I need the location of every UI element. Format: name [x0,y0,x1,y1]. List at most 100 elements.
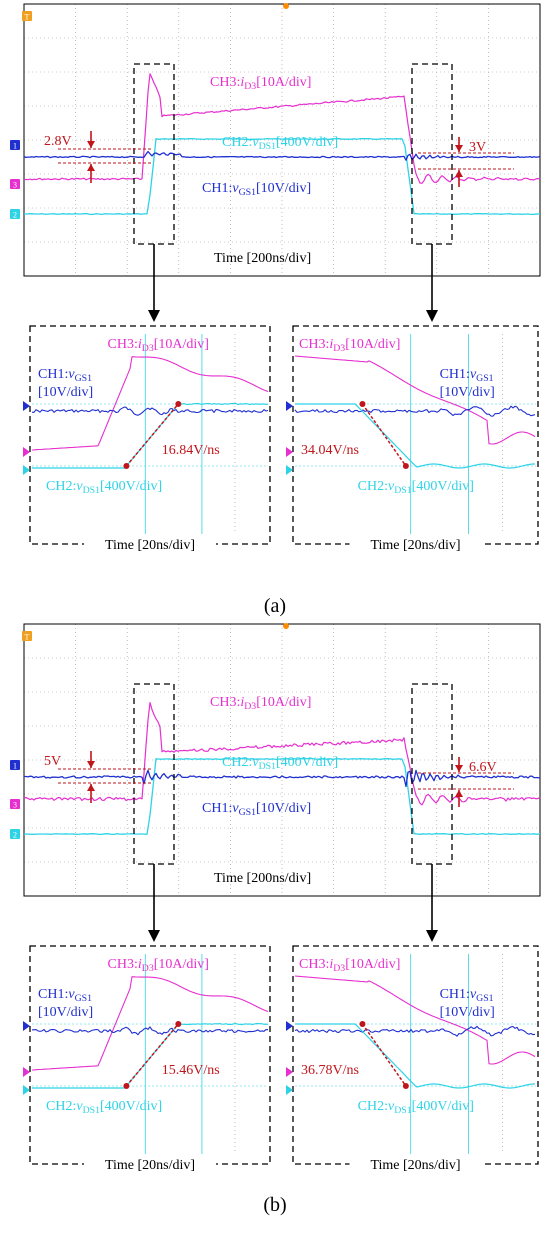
ch2-trace [32,402,269,469]
ch3-trace [31,976,269,1071]
left-arrow-up-head [87,784,95,791]
ch3-trace [23,702,541,806]
scope-border [23,623,541,897]
zoom-turn-off-1: 36.78V/ns CH3:iD3[10A/div] CH1:vGS1[10V/di… [286,945,539,1173]
slope-point [402,463,409,469]
ch3-marker-icon [286,447,293,457]
ch2-marker-icon [23,465,30,475]
slope-label: 34.04V/ns [301,443,359,458]
right-arrow-down-head [455,765,463,772]
svg-text:2: 2 [13,831,17,840]
panel-a-label: (a) [263,595,287,617]
zoom-border [29,945,271,1165]
ch3-trace [23,73,541,184]
ch2-label: CH2:vDS1[400V/div] [222,755,338,772]
time-scale-label: Time [200ns/div] [214,251,311,266]
time-scale-label: Time [20ns/div] [370,538,460,553]
svg-text:1: 1 [13,142,17,151]
ch1-marker-icon [286,401,293,411]
ch1-marker-icon [286,1021,293,1031]
slope-point [359,401,366,407]
ch3-label: CH3:iD3[10A/div] [210,695,311,712]
slope-line [125,1023,179,1087]
ch2-trace [295,1023,535,1089]
ch3-label: CH3:iD3[10A/div] [108,337,209,354]
slope-point [359,1021,366,1027]
ch2-marker-icon [23,1085,30,1095]
ch2-label: CH2:vDS1[400V/div] [222,135,338,152]
zoom-turn-on-1: 15.46V/ns CH3:iD3[10A/div] CH1:vGS1[10V/di… [23,945,271,1173]
ch3-marker-icon [23,1067,30,1077]
ch1-scale-label: [10V/div] [440,385,495,400]
svg-text:T: T [25,633,30,642]
ch3-marker-icon [286,1067,293,1077]
ch1-label: CH1:vGS1 [38,987,92,1004]
ch2-label: CH2:vDS1[400V/div] [358,479,474,496]
ch1-scale-label: [10V/div] [38,385,93,400]
ch1-marker-icon [10,760,20,770]
ch2-marker-icon [10,209,20,219]
left-annotation: 5V [44,754,61,769]
right-arrow-down-head [455,145,463,152]
ch2-marker-icon [286,1085,293,1095]
ch2-trace [23,757,541,836]
ch1-trace [24,769,541,788]
left-arrow-down-head [87,761,95,768]
ch3-label: CH3:iD3[10A/div] [299,957,400,974]
ch3-trace [31,356,269,451]
zoom-arrow-left-head [148,310,160,322]
zoom-border [29,325,271,545]
zoom-arrow-left-head [148,930,160,942]
svg-text:3: 3 [13,181,17,190]
ch1-marker-icon [23,1021,30,1031]
svg-text:2: 2 [13,211,17,220]
ch2-label: CH2:vDS1[400V/div] [46,1099,162,1116]
ch3-marker-icon [23,447,30,457]
ch1-scale-label: [10V/div] [440,1005,495,1020]
panel-b-label: (b) [263,1194,287,1216]
trigger-marker-icon [283,3,289,9]
ch1-marker-icon [23,401,30,411]
label-backdrop [349,536,482,552]
ch1-scale-label: [10V/div] [38,1005,93,1020]
ch1-label: CH1:vGS1 [440,987,494,1004]
left-arrow-up-head [87,164,95,171]
zoom-turn-off-0: 34.04V/ns CH3:iD3[10A/div] CH1:vGS1[10V/di… [286,325,539,553]
ch1-label: CH1:vGS1 [38,367,92,384]
svg-text:1: 1 [13,762,17,771]
svg-text:T: T [25,13,30,22]
zoom-arrow-right-head [426,310,438,322]
slope-point [402,1083,409,1089]
ch2-trace [295,403,535,469]
slope-point [175,401,182,407]
left-arrow-down-head [87,141,95,148]
ch2-trace [32,1022,269,1089]
slope-point [123,1083,130,1089]
ch3-trace [294,975,536,1065]
right-arrow-up-head [455,790,463,797]
slope-label: 15.46V/ns [162,1063,220,1078]
time-scale-label: Time [20ns/div] [105,1158,195,1173]
slope-point [175,1021,182,1027]
label-backdrop [84,536,216,552]
ch3-label: CH3:iD3[10A/div] [210,75,311,92]
right-annotation: 6.6V [469,760,497,775]
ch2-trace [24,137,541,216]
slope-line [361,1023,407,1087]
right-arrow-up-head [455,170,463,177]
scope-border [23,3,541,277]
ch3-marker-icon [10,179,20,189]
ch1-label: CH1:vGS1[10V/div] [202,181,311,198]
svg-text:3: 3 [13,801,17,810]
ch1-trace [294,405,536,417]
ch1-trace [23,150,541,161]
label-backdrop [84,1156,216,1172]
ch2-marker-icon [286,465,293,475]
time-scale-label: Time [20ns/div] [370,1158,460,1173]
trigger-level-icon [22,631,32,641]
ch2-label: CH2:vDS1[400V/div] [46,479,162,496]
left-annotation: 2.8V [44,134,72,149]
main-scope-1: T 1 3 2 CH3:iD3[10A/div] CH2:vDS1[400V/div] CH… [10,623,541,897]
zoom-box-turn-off [411,683,453,865]
